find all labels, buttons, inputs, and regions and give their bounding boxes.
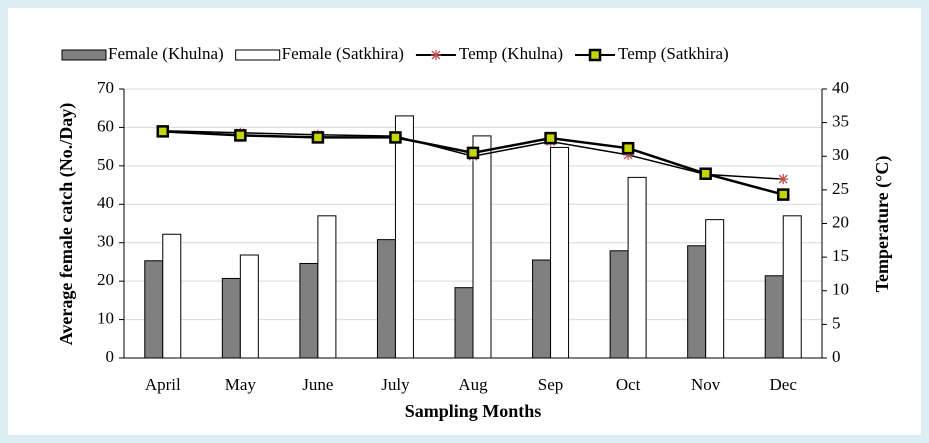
y2-tick-label: 40 [832, 78, 849, 97]
legend-label: Temp (Khulna) [459, 44, 563, 63]
y2-tick-label: 15 [832, 246, 849, 265]
bar [687, 245, 707, 359]
x-tick-label: Dec [770, 375, 798, 394]
x-tick-label: April [145, 375, 181, 394]
bar [764, 275, 784, 359]
y-tick-label: 0 [106, 347, 115, 366]
x-tick-label: Aug [458, 375, 488, 394]
line-marker [778, 174, 789, 185]
y-tick-label: 20 [97, 270, 114, 289]
bar [221, 277, 241, 359]
legend-swatch [235, 49, 281, 61]
bar [376, 239, 396, 359]
y-axis-title: Average female catch (No./Day) [56, 103, 77, 346]
line-marker [311, 131, 325, 144]
y2-axis-title: Temperature (°C) [872, 156, 893, 293]
y-tick-label: 10 [97, 308, 114, 327]
bar [144, 260, 164, 359]
line-marker [776, 188, 790, 201]
legend-marker [588, 48, 602, 62]
x-tick-label: July [381, 375, 410, 394]
chart-panel [8, 8, 921, 435]
y2-tick-label: 5 [832, 313, 841, 332]
legend-label: Female (Khulna) [108, 44, 224, 63]
bar [239, 254, 259, 359]
bar [627, 176, 647, 359]
x-tick-label: Sep [538, 375, 564, 394]
y-tick-label: 70 [97, 78, 114, 97]
x-tick-label: Oct [616, 375, 641, 394]
bar [162, 233, 182, 359]
bar [454, 287, 474, 359]
legend-swatch [61, 49, 107, 61]
line-marker [466, 146, 480, 160]
x-axis-title: Sampling Months [405, 401, 542, 421]
bar [299, 262, 319, 359]
bar [782, 215, 802, 359]
line-marker [234, 129, 247, 142]
line-marker [156, 125, 170, 138]
line-marker [544, 131, 557, 145]
y-tick-label: 30 [97, 232, 114, 251]
bar [532, 259, 552, 359]
line-marker [389, 131, 402, 144]
bar [609, 250, 629, 359]
bar [472, 135, 492, 359]
bar [550, 146, 570, 359]
y-tick-label: 40 [97, 193, 114, 212]
x-tick-label: Nov [691, 375, 721, 394]
legend-label: Temp (Satkhira) [618, 44, 729, 63]
y2-tick-label: 20 [832, 212, 849, 231]
y2-tick-label: 0 [832, 347, 841, 366]
line-marker [621, 141, 635, 155]
bar [317, 215, 337, 359]
y-tick-label: 50 [97, 155, 114, 174]
y2-tick-label: 30 [832, 145, 849, 164]
x-tick-label: May [225, 375, 257, 394]
legend-label: Female (Satkhira) [282, 44, 404, 63]
x-tick-label: June [302, 375, 333, 394]
marker-stroke [778, 174, 788, 184]
bar [394, 115, 414, 359]
y2-tick-label: 25 [832, 179, 849, 198]
y-tick-label: 60 [97, 116, 114, 135]
line-marker [699, 167, 712, 180]
legend-marker [430, 50, 441, 60]
legend-marker-stroke [431, 50, 441, 60]
y2-tick-label: 35 [832, 112, 849, 131]
y2-tick-label: 10 [832, 280, 849, 299]
bar [705, 219, 725, 359]
